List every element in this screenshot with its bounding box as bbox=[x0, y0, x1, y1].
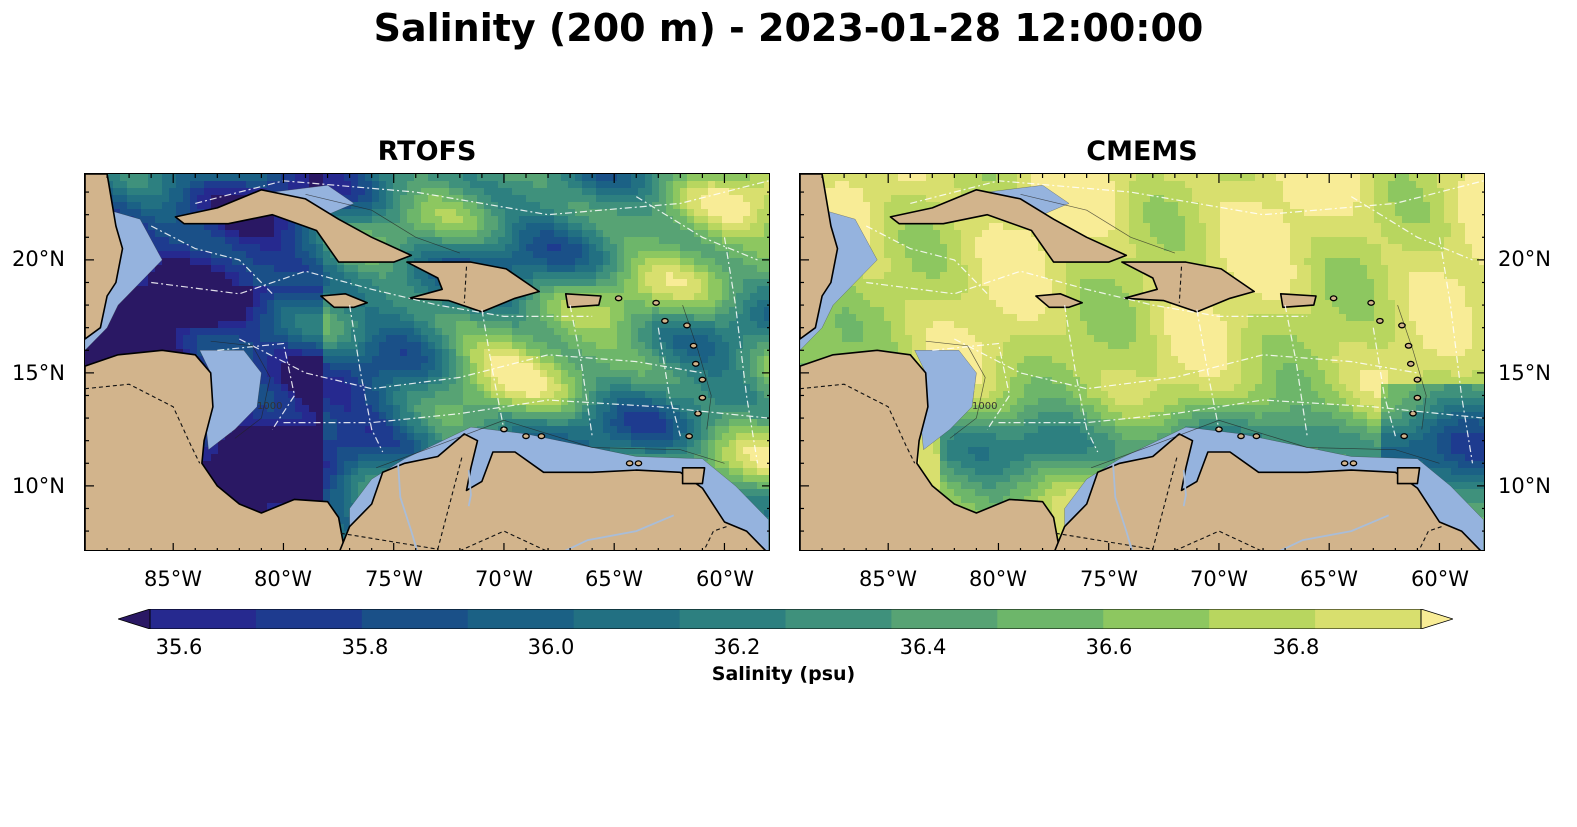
lat-tick-label: 10°N bbox=[12, 474, 65, 498]
lon-tick-label: 80°W bbox=[254, 567, 312, 591]
colorbar-segment bbox=[997, 609, 1104, 629]
isobath-label: 1000 bbox=[972, 401, 997, 412]
isobath-contours bbox=[210, 193, 725, 469]
colorbar-segment bbox=[679, 609, 787, 629]
lesser-antilles bbox=[500, 295, 707, 467]
colorbar-segment bbox=[785, 609, 893, 629]
colorbar-segment bbox=[1103, 609, 1210, 629]
panel-title-cmems: CMEMS bbox=[1086, 136, 1198, 167]
panel-title-rtofs: RTOFS bbox=[377, 136, 477, 167]
lon-tick-label: 85°W bbox=[144, 567, 202, 591]
map-panel-cmems: 1000 bbox=[799, 173, 1485, 551]
colorbar-segment bbox=[891, 609, 998, 629]
colorbar-tick-label: 35.6 bbox=[155, 635, 203, 659]
lon-tick-label: 70°W bbox=[475, 567, 533, 591]
axis-ticks bbox=[800, 174, 1484, 550]
colorbar-tick-label: 36.0 bbox=[527, 635, 575, 659]
map-panel-rtofs: 1000 bbox=[84, 173, 770, 551]
colorbar-tick-label: 36.6 bbox=[1085, 635, 1133, 659]
colorbar-tick-label: 36.4 bbox=[899, 635, 947, 659]
lon-tick-label: 60°W bbox=[696, 567, 754, 591]
colorbar-segment bbox=[573, 609, 681, 629]
colorbar-segment bbox=[361, 609, 469, 629]
colorbar-segment bbox=[255, 609, 363, 629]
colorbar-segment bbox=[1315, 609, 1422, 629]
rivers bbox=[1112, 463, 1390, 550]
colorbar-segment bbox=[467, 609, 575, 629]
axis-ticks bbox=[85, 174, 769, 550]
lon-tick-label: 80°W bbox=[969, 567, 1027, 591]
lat-tick-label: 15°N bbox=[1498, 361, 1551, 385]
lon-tick-label: 65°W bbox=[1300, 567, 1358, 591]
colorbar-extend-low bbox=[116, 608, 151, 630]
lon-tick-label: 75°W bbox=[1080, 567, 1138, 591]
eez-boundaries bbox=[150, 180, 769, 464]
lon-tick-label: 65°W bbox=[585, 567, 643, 591]
lat-tick-label: 15°N bbox=[12, 361, 65, 385]
colorbar-label: Salinity (psu) bbox=[711, 663, 856, 685]
lon-tick-label: 70°W bbox=[1190, 567, 1248, 591]
isobath-label: 1000 bbox=[257, 401, 282, 412]
land bbox=[85, 174, 767, 550]
colorbar-tick-label: 36.8 bbox=[1272, 635, 1320, 659]
eez-boundaries bbox=[865, 180, 1484, 464]
lat-tick-label: 20°N bbox=[12, 247, 65, 271]
colorbar-segment bbox=[1209, 609, 1316, 629]
colorbar-tick-label: 36.2 bbox=[713, 635, 761, 659]
colorbar-segment bbox=[150, 609, 257, 629]
colorbar-tick-label: 35.8 bbox=[341, 635, 389, 659]
lon-tick-label: 60°W bbox=[1411, 567, 1469, 591]
lat-tick-label: 10°N bbox=[1498, 474, 1551, 498]
colorbar-extend-high bbox=[1420, 608, 1455, 630]
lesser-antilles bbox=[1215, 295, 1422, 467]
lat-tick-label: 20°N bbox=[1498, 247, 1551, 271]
figure-title: Salinity (200 m) - 2023-01-28 12:00:00 bbox=[373, 6, 1204, 50]
rivers bbox=[397, 463, 675, 550]
lon-tick-label: 85°W bbox=[859, 567, 917, 591]
colorbar bbox=[116, 608, 1455, 633]
isobath-contours bbox=[925, 193, 1440, 469]
lon-tick-label: 75°W bbox=[365, 567, 423, 591]
